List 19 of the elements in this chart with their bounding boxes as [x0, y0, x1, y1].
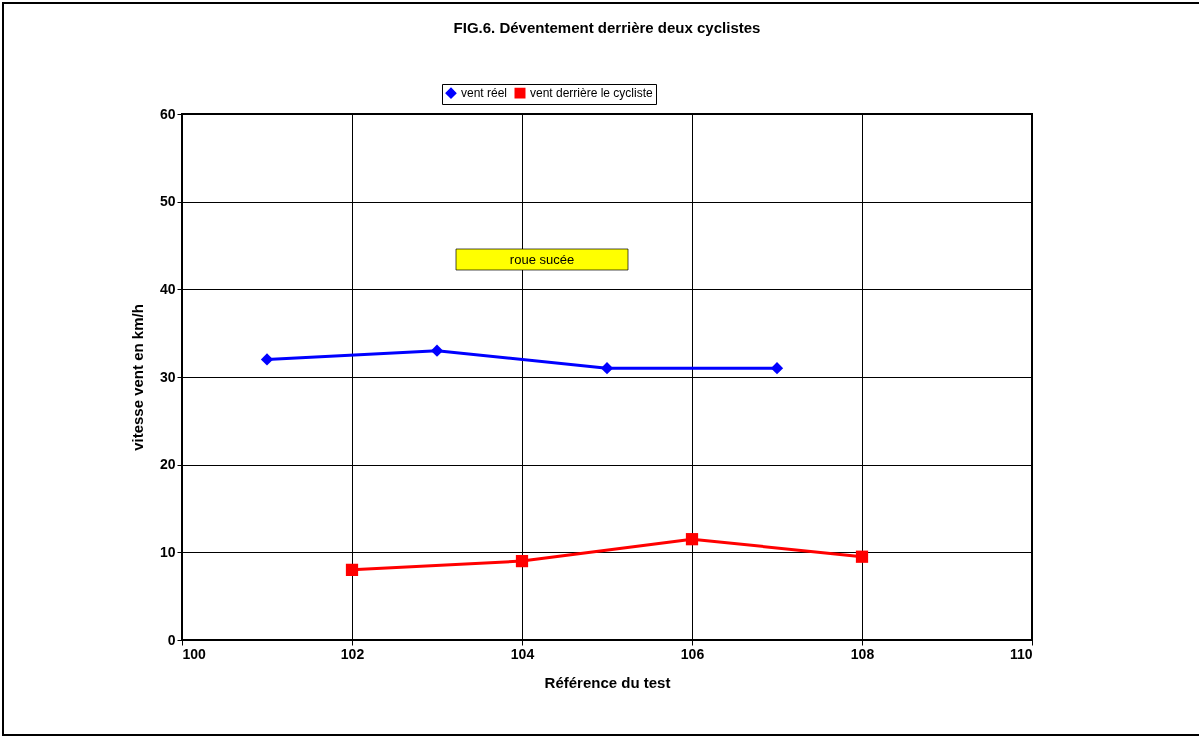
annotation: roue sucée [509, 252, 575, 267]
x-tick-label: 106 [680, 645, 705, 662]
y-tick-label: 30 [159, 368, 176, 385]
y-axis-title: vitesse vent en km/h [128, 304, 146, 451]
x-tick-label: 110 [1009, 645, 1033, 662]
legend-label: vent derrière le cycliste [530, 86, 654, 101]
legend-label: vent réel [461, 86, 508, 101]
chart-title: FIG.6. Déventement derrière deux cyclistes [453, 18, 761, 36]
y-tick-label: 20 [159, 456, 176, 473]
y-tick-label: 40 [159, 280, 176, 297]
x-tick-label: 108 [850, 645, 875, 662]
y-tick-label: 0 [167, 631, 176, 648]
x-axis-title: Référence du test [544, 673, 671, 691]
x-tick-label: 104 [510, 645, 535, 662]
y-tick-label: 50 [159, 193, 176, 210]
x-tick-label: 102 [340, 645, 365, 662]
x-tick-label: 100 [182, 645, 207, 662]
y-tick-label: 10 [159, 543, 176, 560]
y-tick-label: 60 [159, 105, 176, 122]
